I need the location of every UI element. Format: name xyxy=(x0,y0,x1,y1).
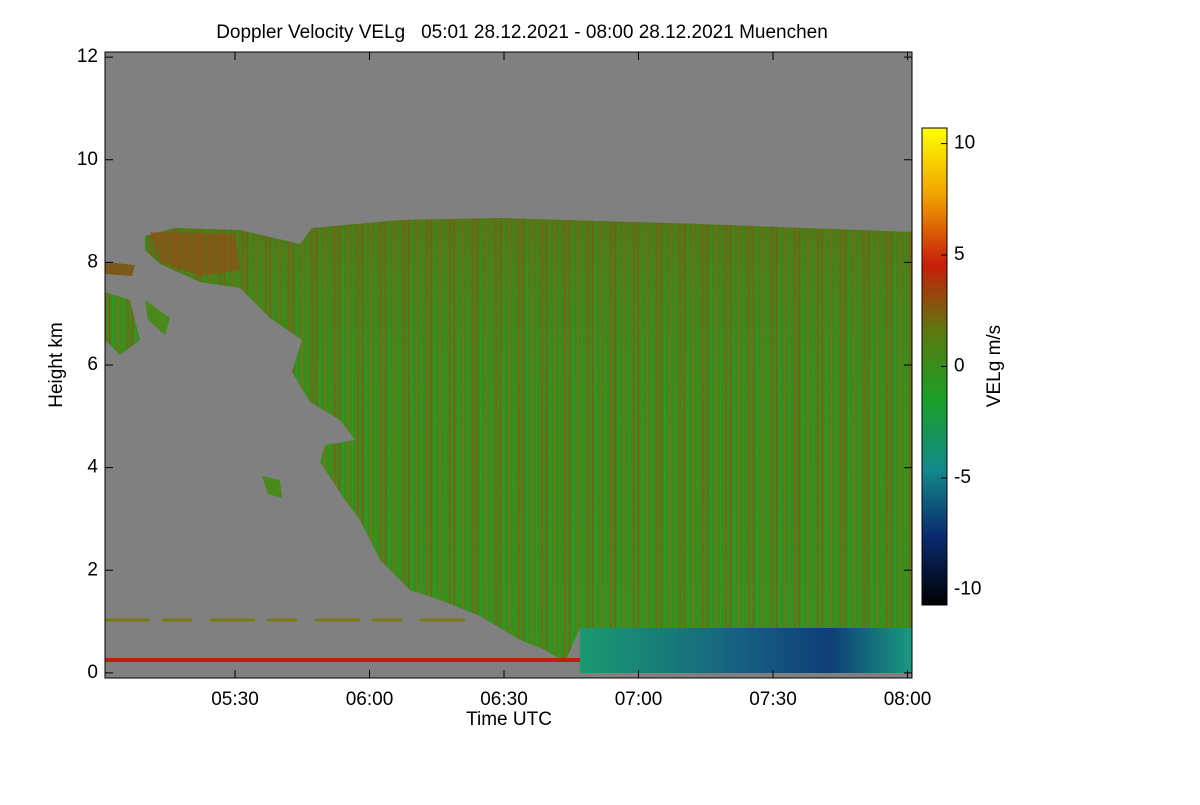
colorbar-tick-label: -10 xyxy=(954,578,981,599)
velocity-field xyxy=(105,218,912,673)
x-tick-label: 07:00 xyxy=(615,689,663,710)
colorbar-tick-label: 5 xyxy=(954,244,965,265)
colorbar-tick-label: -5 xyxy=(954,467,971,488)
colorbar-tick-label: 0 xyxy=(954,356,965,377)
y-tick-label: 8 xyxy=(87,251,98,272)
cloud-fragment xyxy=(105,292,140,355)
cloud-fragment xyxy=(262,476,282,498)
x-axis-label: Time UTC xyxy=(466,709,552,730)
y-tick-label: 4 xyxy=(87,457,98,478)
y-tick-label: 10 xyxy=(77,149,98,170)
y-tick-label: 2 xyxy=(87,559,98,580)
x-tick-label: 07:30 xyxy=(749,689,797,710)
x-tick-label: 08:00 xyxy=(884,689,932,710)
y-tick-label: 12 xyxy=(77,46,98,67)
low-layer xyxy=(580,628,912,673)
x-tick-label: 06:30 xyxy=(480,689,528,710)
x-tick-label: 05:30 xyxy=(211,689,259,710)
cloud-shade xyxy=(145,218,912,662)
cloud-fragment xyxy=(105,262,135,276)
cloud-top-patch xyxy=(150,232,240,276)
y-axis-label: Height km xyxy=(46,322,67,408)
x-tick-label: 06:00 xyxy=(346,689,394,710)
y-tick-label: 6 xyxy=(87,354,98,375)
y-tick-label: 0 xyxy=(87,662,98,683)
ground-clutter xyxy=(105,658,580,662)
colorbar-label: VELg m/s xyxy=(984,325,1005,407)
colorbar-tick-label: 10 xyxy=(954,133,975,154)
chart-title: Doppler Velocity VELg 05:01 28.12.2021 -… xyxy=(216,22,828,43)
cloud-fragment xyxy=(145,300,170,335)
